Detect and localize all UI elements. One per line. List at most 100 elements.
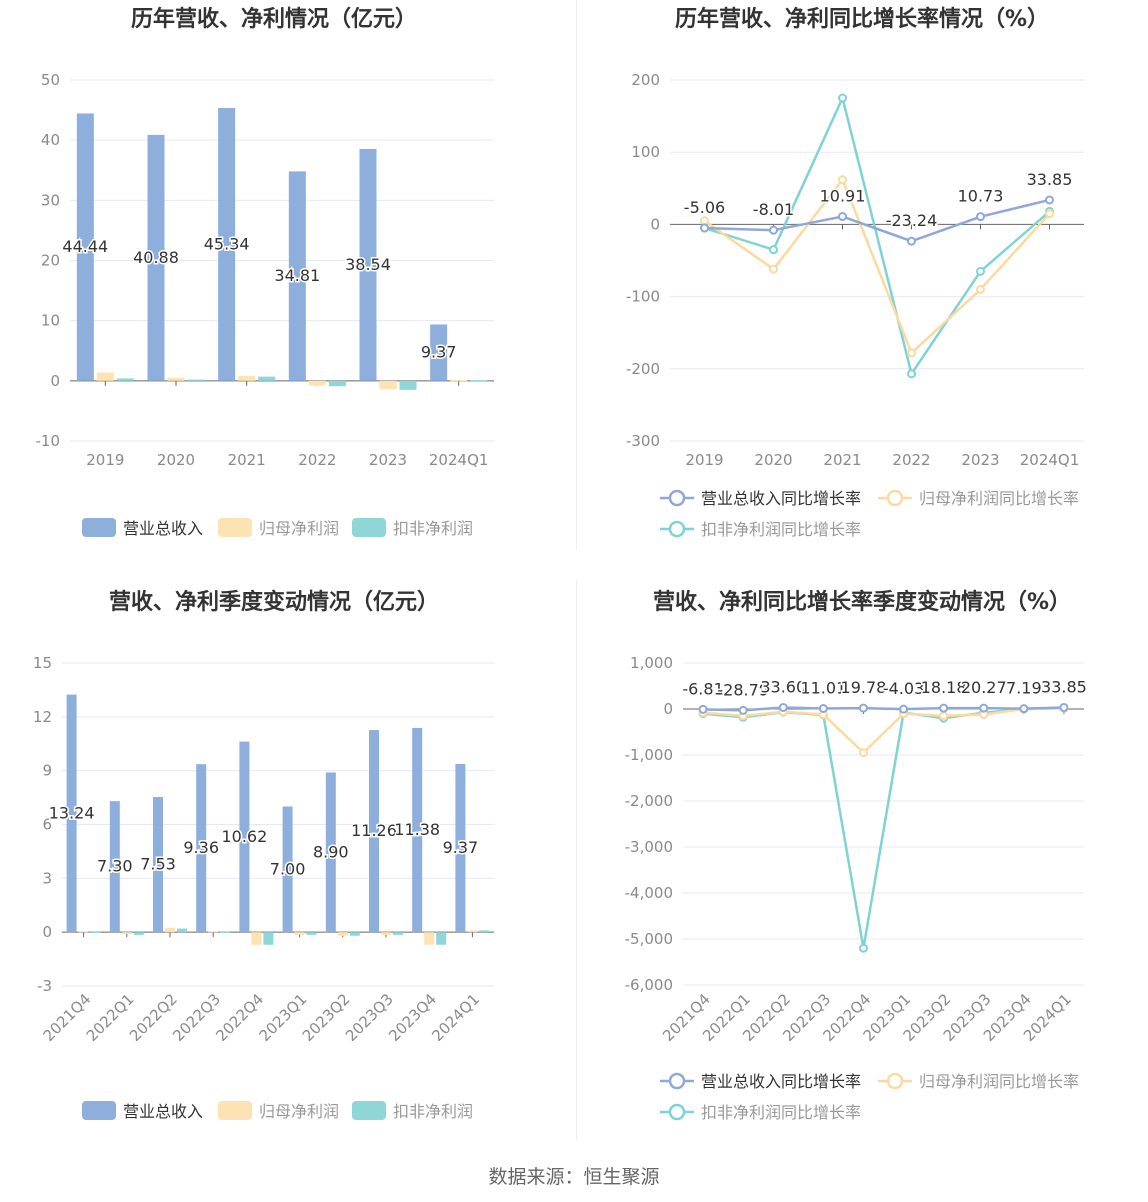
- quarterly-growth-panel: 营收、净利同比增长率季度变动情况（%） -6,000 -5,000 -4,000 -3,…: [574, 580, 1148, 1160]
- bar-deducted-profit: [393, 932, 403, 935]
- legend-label: 营业总收入同比增长率: [701, 489, 861, 508]
- bar-value-label: 9.37: [443, 838, 479, 857]
- bar-parent-profit: [379, 380, 397, 390]
- bar-deducted-profit: [436, 932, 447, 945]
- chart-annual_growth-group: 历年营收、净利同比增长率情况（%） -300 -200 -100 0 100 200 2019…: [626, 6, 1084, 539]
- x-tick-label: 2023: [961, 451, 999, 469]
- series-point-parent-profit: [838, 175, 847, 185]
- bar-revenue: [430, 324, 448, 381]
- bar-value-label: 13.24: [49, 803, 95, 822]
- bar-parent-profit: [424, 932, 435, 945]
- series-point-parent-profit: [907, 348, 916, 358]
- chart-title: 历年营收、净利同比增长率情况（%）: [675, 6, 1049, 32]
- y-tick-label: 15: [33, 654, 52, 672]
- legend-label: 归母净利润同比增长率: [919, 489, 1079, 508]
- y-tick-label: 40: [41, 131, 60, 149]
- bar-value-label: 9.37: [421, 343, 457, 362]
- bar-value-label: 45.34: [204, 234, 250, 253]
- x-tick-label: 2024Q1: [429, 451, 489, 469]
- annual-values-panel: 历年营收、净利情况（亿元） -10 0 10 20 30 40 50 2019 2020 2021 2…: [0, 0, 574, 580]
- bar-parent-profit: [121, 932, 132, 934]
- legend-label: 扣非净利润: [393, 1102, 473, 1121]
- line-value-label: 20.27: [961, 678, 1007, 697]
- bar-revenue: [196, 764, 207, 933]
- bar-value-label: 44.44: [62, 237, 108, 256]
- bar-value-label: 9.36: [183, 838, 219, 857]
- bar-value-label: 11.26: [351, 821, 397, 840]
- bar-value-label: 8.90: [313, 842, 349, 861]
- bar-parent-profit: [294, 932, 305, 935]
- x-tick-label: 2020: [754, 451, 792, 469]
- y-tick-label: 100: [631, 143, 660, 161]
- line-value-label: 10.91: [820, 187, 866, 206]
- divider-bottom: [576, 580, 577, 1140]
- legend-label: 营业总收入同比增长率: [701, 1072, 861, 1091]
- divider-top: [576, 0, 577, 550]
- bar-deducted-profit: [220, 931, 231, 933]
- series-line-parent-profit: [703, 177, 1051, 356]
- bar-deducted-profit: [328, 380, 346, 387]
- bar-revenue: [325, 772, 336, 933]
- bar-revenue: [76, 113, 94, 381]
- legend-label: 营业总收入: [123, 1102, 203, 1121]
- legend-swatch: [352, 518, 386, 537]
- annual-growth-chart: 历年营收、净利同比增长率情况（%） -300 -200 -100 0 100 200 2019…: [626, 6, 1084, 539]
- legend-swatch: [352, 1101, 386, 1120]
- bar-deducted-profit: [177, 928, 187, 933]
- chart-title: 营收、净利季度变动情况（亿元）: [109, 589, 439, 615]
- bar-parent-profit: [251, 932, 262, 945]
- line-value-label: 33.85: [1027, 170, 1073, 189]
- legend-label: 扣非净利润同比增长率: [701, 1103, 861, 1122]
- series-point-revenue: [1045, 195, 1054, 205]
- y-tick-label: -5,000: [625, 930, 673, 948]
- bar-deducted-profit: [258, 376, 276, 381]
- chart-annual_values-group: 历年营收、净利情况（亿元） -10 0 10 20 30 40 50 2019 2020 2021 2…: [36, 6, 494, 538]
- line-value-label: 10.73: [958, 187, 1004, 206]
- legend-swatch: [218, 1101, 252, 1120]
- bar-parent-profit: [467, 930, 478, 933]
- y-tick-label: 0: [663, 700, 673, 718]
- x-tick-label: 2019: [685, 451, 723, 469]
- y-tick-label: 50: [41, 71, 60, 89]
- x-tick-label: 2024Q1: [1020, 451, 1080, 469]
- bar-revenue: [288, 171, 306, 381]
- data-source: 数据来源：恒生聚源: [488, 1166, 660, 1188]
- chart-quarterly_values-group: 营收、净利季度变动情况（亿元）-3036912152021Q42022Q1202…: [33, 589, 494, 1121]
- x-tick-label: 2020: [157, 451, 195, 469]
- legend-marker: [886, 489, 904, 507]
- legend-label: 归母净利润同比增长率: [919, 1072, 1079, 1091]
- bar-deducted-profit: [306, 932, 317, 935]
- legend-label: 归母净利润: [259, 519, 339, 538]
- series-line-deducted-profit: [704, 94, 1051, 377]
- y-tick-label: 1,000: [630, 654, 673, 672]
- series-point-deducted-profit: [976, 266, 985, 276]
- bar-value-label: 40.88: [133, 248, 179, 267]
- y-tick-label: -4,000: [625, 884, 673, 902]
- x-tick-label: 2021: [228, 451, 266, 469]
- y-tick-label: 6: [42, 816, 52, 834]
- legend-label: 营业总收入: [123, 519, 203, 538]
- line-value-label: 33.85: [1041, 677, 1087, 696]
- bar-revenue: [455, 764, 466, 933]
- series-point-parent-profit: [858, 748, 868, 758]
- x-tick-label: 2023: [369, 451, 407, 469]
- bar-deducted-profit: [133, 932, 144, 935]
- legend-swatch: [218, 518, 252, 537]
- bar-deducted-profit: [470, 380, 488, 382]
- series-point-deducted-profit: [907, 369, 916, 379]
- series-point-parent-profit: [769, 264, 778, 274]
- bar-deducted-profit: [349, 932, 360, 936]
- series-point-revenue: [700, 223, 709, 233]
- line-value-label: -8.01: [753, 200, 794, 219]
- bar-deducted-profit: [90, 931, 101, 933]
- chart-title: 历年营收、净利情况（亿元）: [131, 6, 417, 32]
- series-point-revenue: [976, 212, 985, 222]
- series-point-revenue: [1019, 704, 1029, 714]
- series-point-parent-profit: [939, 711, 949, 721]
- bar-revenue: [359, 148, 377, 381]
- annual-values-chart: 历年营收、净利情况（亿元） -10 0 10 20 30 40 50 2019 2020 2021 2…: [36, 6, 494, 538]
- bar-revenue: [147, 134, 165, 381]
- bar-revenue: [153, 797, 163, 933]
- bar-value-label: 38.54: [345, 255, 391, 274]
- series-point-revenue: [838, 212, 847, 222]
